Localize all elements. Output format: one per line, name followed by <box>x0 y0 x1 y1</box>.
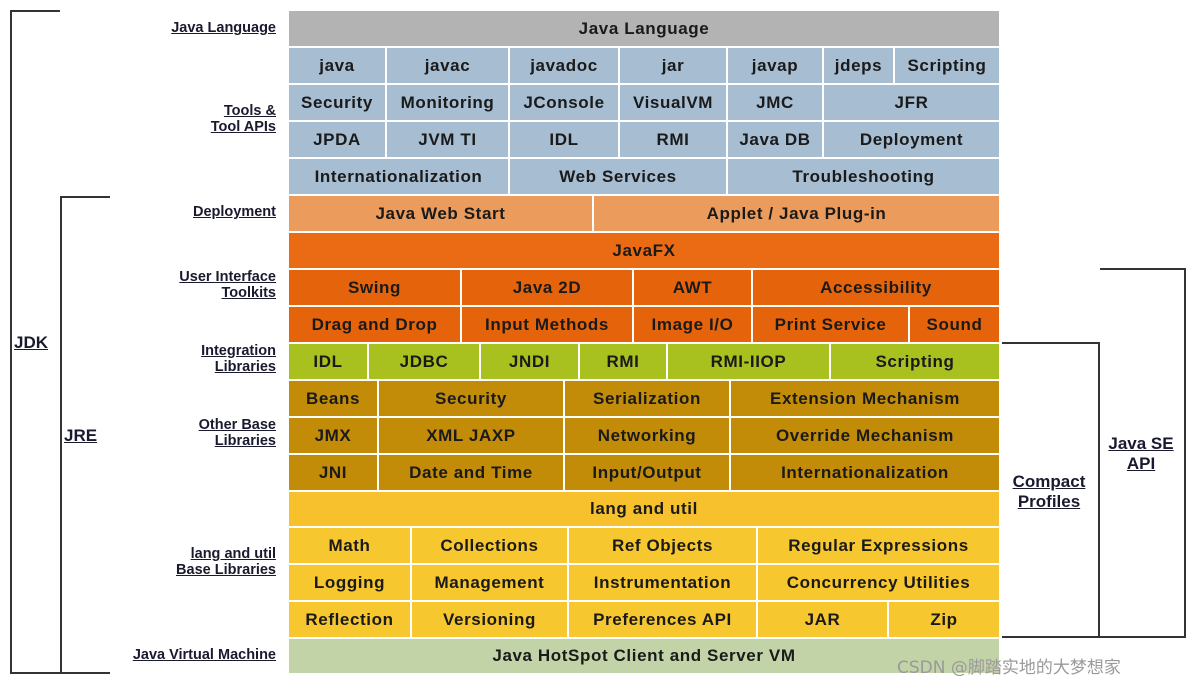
compact-profiles-label: Compact Profiles <box>1004 472 1094 512</box>
cell-jvmti: JVM TI <box>386 121 509 158</box>
cell-langutil: lang and util <box>288 491 1000 527</box>
cell-jdbc: JDBC <box>368 343 480 380</box>
java-se-api-label: Java SE API <box>1102 434 1180 474</box>
jre-label: JRE <box>64 426 98 446</box>
row-label-lang-line1: lang and util <box>190 546 276 562</box>
cell-javadb: Java DB <box>727 121 823 158</box>
cell-math: Math <box>288 527 411 564</box>
cell-printservice: Print Service <box>752 306 909 343</box>
cell-jni: JNI <box>288 454 378 491</box>
row-label-integration: Integration Libraries <box>201 343 276 375</box>
cell-jconsole: JConsole <box>509 84 619 121</box>
cell-imageio: Image I/O <box>633 306 752 343</box>
cell-java: java <box>288 47 386 84</box>
cell-xmljaxp: XML JAXP <box>378 417 564 454</box>
cell-regex: Regular Expressions <box>757 527 1000 564</box>
cell-hotspot: Java HotSpot Client and Server VM <box>288 638 1000 674</box>
cell-javawebstart: Java Web Start <box>288 195 593 232</box>
row-label-integration-line2: Libraries <box>214 359 276 375</box>
cell-override: Override Mechanism <box>730 417 1000 454</box>
cell-java2d: Java 2D <box>461 269 633 306</box>
cell-monitoring: Monitoring <box>386 84 509 121</box>
cell-javap: javap <box>727 47 823 84</box>
cell-awt: AWT <box>633 269 752 306</box>
row-label-ui-line1: User Interface <box>179 269 276 285</box>
cell-i18n-tool: Internationalization <box>288 158 509 195</box>
cell-jar: jar <box>619 47 727 84</box>
cell-idl-tool: IDL <box>509 121 619 158</box>
cell-rmi-tool: RMI <box>619 121 727 158</box>
cell-scripting-tool: Scripting <box>894 47 1000 84</box>
cell-rmi: RMI <box>579 343 667 380</box>
cell-applet: Applet / Java Plug-in <box>593 195 1000 232</box>
row-label-integration-line1: Integration <box>201 343 276 359</box>
cell-javadoc: javadoc <box>509 47 619 84</box>
cell-jpda: JPDA <box>288 121 386 158</box>
cell-reflection: Reflection <box>288 601 411 638</box>
cell-jdeps: jdeps <box>823 47 894 84</box>
cell-javac: javac <box>386 47 509 84</box>
cell-i18n: Internationalization <box>730 454 1000 491</box>
cell-accessibility: Accessibility <box>752 269 1000 306</box>
cell-troubleshooting: Troubleshooting <box>727 158 1000 195</box>
jdk-bracket <box>10 10 60 674</box>
cell-jmx: JMX <box>288 417 378 454</box>
cell-scripting: Scripting <box>830 343 1000 380</box>
jdk-label: JDK <box>14 333 49 353</box>
cell-dnd: Drag and Drop <box>288 306 461 343</box>
row-label-tools-line1: Tools & <box>223 103 276 119</box>
cell-security-tool: Security <box>288 84 386 121</box>
cell-preferences: Preferences API <box>568 601 757 638</box>
compact-label-line2: Profiles <box>1017 492 1081 511</box>
row-label-other-base: Other Base Libraries <box>199 417 276 449</box>
row-label-other-line2: Libraries <box>214 433 276 449</box>
cell-security: Security <box>378 380 564 417</box>
cell-webservices: Web Services <box>509 158 727 195</box>
cell-versioning: Versioning <box>411 601 568 638</box>
row-label-tools-line2: Tool APIs <box>210 119 276 135</box>
cell-inputmethods: Input Methods <box>461 306 633 343</box>
cell-instrumentation: Instrumentation <box>568 564 757 601</box>
compact-label-line1: Compact <box>1012 472 1086 491</box>
row-label-deployment: Deployment <box>193 204 276 220</box>
row-label-lang-line2: Base Libraries <box>176 562 276 578</box>
javase-label-line2: API <box>1126 454 1156 473</box>
compact-profiles-bracket <box>1002 342 1100 638</box>
row-label-jvm: Java Virtual Machine <box>132 647 276 663</box>
cell-jar-lib: JAR <box>757 601 888 638</box>
watermark-text: CSDN @脚踏实地的大梦想家 <box>897 658 1121 678</box>
cell-jmc: JMC <box>727 84 823 121</box>
cell-visualvm: VisualVM <box>619 84 727 121</box>
cell-jfr: JFR <box>823 84 1000 121</box>
cell-collections: Collections <box>411 527 568 564</box>
cell-rmiiiop: RMI-IIOP <box>667 343 830 380</box>
cell-beans: Beans <box>288 380 378 417</box>
cell-swing: Swing <box>288 269 461 306</box>
row-label-other-line1: Other Base <box>198 417 276 433</box>
cell-jndi: JNDI <box>480 343 579 380</box>
cell-sound: Sound <box>909 306 1000 343</box>
cell-zip: Zip <box>888 601 1000 638</box>
row-label-tools: Tools & Tool APIs <box>211 103 276 135</box>
cell-extension: Extension Mechanism <box>730 380 1000 417</box>
cell-concurrency: Concurrency Utilities <box>757 564 1000 601</box>
java-se-api-bracket <box>1100 268 1186 638</box>
row-label-java-language: Java Language <box>171 20 276 36</box>
row-label-ui-line2: Toolkits <box>221 285 276 301</box>
row-label-ui-toolkits: User Interface Toolkits <box>179 269 276 301</box>
jre-bracket <box>60 196 110 674</box>
cell-management: Management <box>411 564 568 601</box>
cell-networking: Networking <box>564 417 730 454</box>
cell-serialization: Serialization <box>564 380 730 417</box>
cell-deployment-tool: Deployment <box>823 121 1000 158</box>
javase-label-line1: Java SE <box>1108 434 1174 453</box>
cell-idl: IDL <box>288 343 368 380</box>
cell-javafx: JavaFX <box>288 232 1000 269</box>
cell-inputoutput: Input/Output <box>564 454 730 491</box>
row-label-lang-util: lang and util Base Libraries <box>176 546 276 578</box>
cell-refobjects: Ref Objects <box>568 527 757 564</box>
cell-datetime: Date and Time <box>378 454 564 491</box>
cell-java-language: Java Language <box>288 10 1000 47</box>
cell-logging: Logging <box>288 564 411 601</box>
